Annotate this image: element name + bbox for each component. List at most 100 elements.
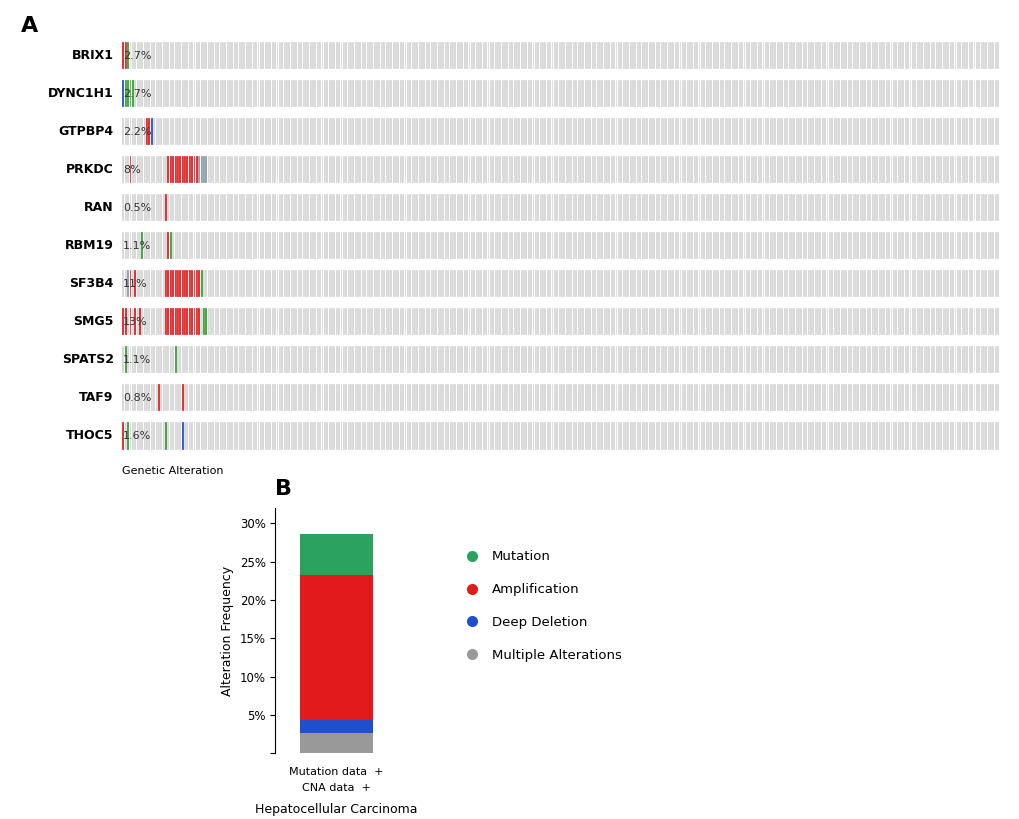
Bar (752, 232, 754, 260)
Bar (233, 346, 235, 373)
Bar (428, 346, 430, 373)
Bar (137, 118, 139, 145)
Bar (598, 156, 600, 183)
Bar (399, 42, 401, 70)
Bar (151, 80, 153, 107)
Bar (840, 194, 842, 221)
Bar (511, 118, 513, 145)
Bar (594, 42, 595, 70)
Bar (607, 42, 609, 70)
Bar (285, 118, 287, 145)
Bar (954, 42, 956, 70)
Bar (530, 422, 532, 450)
Bar (634, 270, 636, 297)
Bar (340, 42, 342, 70)
Bar (149, 232, 150, 260)
Bar (255, 422, 257, 450)
Bar (525, 42, 527, 70)
Bar (625, 156, 627, 183)
Bar (546, 118, 548, 145)
Bar (183, 308, 185, 336)
Bar (312, 118, 314, 145)
Bar (864, 270, 865, 297)
Bar (514, 384, 515, 411)
Bar (639, 270, 641, 297)
Bar (745, 384, 747, 411)
Bar (729, 42, 731, 70)
Bar (352, 194, 354, 221)
Bar (532, 80, 534, 107)
Bar (499, 270, 500, 297)
Bar (350, 80, 352, 107)
Bar (127, 194, 129, 221)
Bar (511, 384, 513, 411)
Bar (383, 156, 385, 183)
Bar (925, 384, 927, 411)
Bar (811, 194, 813, 221)
Bar (326, 308, 328, 336)
Bar (335, 346, 337, 373)
Bar (738, 384, 740, 411)
Bar (328, 194, 330, 221)
Bar (771, 346, 773, 373)
Bar (884, 118, 887, 145)
Bar (437, 194, 439, 221)
Bar (421, 270, 423, 297)
Bar (731, 42, 733, 70)
Bar (736, 384, 738, 411)
Bar (909, 308, 911, 336)
Bar (755, 346, 757, 373)
Bar (362, 232, 364, 260)
Bar (340, 346, 342, 373)
Bar (471, 308, 473, 336)
Bar (244, 42, 245, 70)
Bar (982, 80, 984, 107)
Bar (534, 384, 536, 411)
Bar (582, 42, 584, 70)
Bar (902, 232, 904, 260)
Bar (927, 232, 929, 260)
Bar (176, 156, 178, 183)
Bar (231, 80, 233, 107)
Bar (369, 422, 371, 450)
Bar (359, 270, 361, 297)
Bar (551, 80, 553, 107)
Bar (352, 42, 354, 70)
Bar (326, 232, 328, 260)
Bar (274, 156, 276, 183)
Bar (229, 422, 231, 450)
Bar (514, 270, 515, 297)
Bar (544, 270, 546, 297)
Bar (257, 118, 259, 145)
Bar (129, 422, 131, 450)
Bar (419, 42, 420, 70)
Bar (743, 384, 745, 411)
Bar (444, 118, 446, 145)
Bar (603, 80, 605, 107)
Bar (840, 80, 842, 107)
Bar (412, 80, 413, 107)
Bar (918, 156, 920, 183)
Bar (857, 308, 858, 336)
Bar (643, 194, 645, 221)
Bar (873, 194, 875, 221)
Bar (639, 308, 641, 336)
Bar (390, 270, 392, 297)
Bar (755, 80, 757, 107)
Bar (399, 118, 401, 145)
Bar (290, 232, 292, 260)
Bar (179, 118, 181, 145)
Bar (262, 118, 264, 145)
Bar (310, 80, 312, 107)
Bar (712, 308, 714, 336)
Bar (271, 156, 273, 183)
Bar (151, 194, 153, 221)
Bar (643, 118, 645, 145)
Bar (927, 194, 929, 221)
Bar (276, 308, 278, 336)
Bar (251, 194, 252, 221)
Bar (201, 346, 203, 373)
Bar (333, 308, 335, 336)
Bar (686, 80, 688, 107)
Bar (405, 80, 407, 107)
